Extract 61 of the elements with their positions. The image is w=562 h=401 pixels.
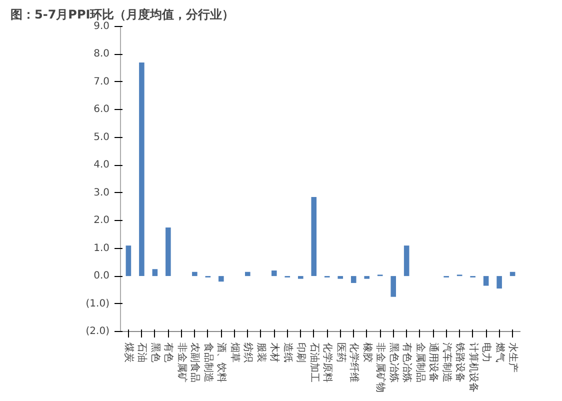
x-tick-label: 燃气	[494, 342, 506, 362]
bar	[496, 276, 502, 289]
bar	[245, 272, 250, 276]
x-tick-label: 化学纤维	[348, 342, 360, 382]
y-tick-label: 5.0	[94, 132, 110, 143]
x-tick-label: 木材	[268, 342, 281, 362]
x-tick-label: 计算机设备	[467, 342, 480, 392]
x-tick-label: 铁路设备	[454, 342, 466, 382]
x-tick-label: 电力	[480, 342, 493, 362]
x-tick-label: 石油	[136, 342, 148, 362]
bar	[311, 197, 317, 276]
y-tick-label: 0.0	[94, 270, 110, 282]
bar	[152, 269, 158, 276]
bar	[126, 246, 132, 276]
bar	[298, 276, 304, 279]
x-tick-label: 黑色	[149, 342, 162, 362]
bar	[350, 276, 356, 283]
x-tick-label: 农副食品	[189, 342, 202, 382]
y-tick-label: 9.0	[94, 21, 110, 32]
y-tick-label: 8.0	[94, 48, 110, 60]
y-tick-label: 1.0	[94, 242, 110, 254]
bar	[510, 272, 516, 276]
y-tick-label: 3.0	[94, 187, 110, 198]
x-tick-label: 黑色冶炼	[388, 342, 400, 382]
bar	[139, 62, 144, 276]
x-tick-label: 通用设备	[428, 342, 440, 382]
x-tick-label: 水生产	[507, 342, 520, 372]
bar	[218, 276, 224, 282]
y-tick-label: (2.0)	[86, 326, 110, 337]
y-tick-label: 6.0	[94, 104, 110, 116]
x-tick-label: 印刷	[295, 342, 308, 362]
bar	[271, 270, 277, 276]
x-tick-label: 造纸	[282, 342, 294, 362]
x-tick-label: 酒、饮料	[216, 342, 228, 382]
x-tick-label: 纺织	[242, 342, 254, 362]
x-tick-label: 非金属矿	[176, 342, 188, 382]
bar	[404, 246, 410, 276]
x-tick-label: 有色	[162, 342, 175, 362]
x-tick-label: 非金属矿物	[374, 342, 387, 392]
x-tick-label: 金属制品	[414, 342, 426, 382]
x-tick-label: 煤炭	[122, 342, 135, 362]
chart-title: 图：5-7月PPI环比（月度均值，分行业）	[10, 8, 234, 22]
bar	[166, 228, 171, 276]
x-tick-label: 石油加工	[308, 342, 320, 382]
y-tick-label: 4.0	[94, 160, 110, 171]
bar	[390, 276, 396, 297]
x-tick-label: 汽车制造	[440, 342, 453, 382]
y-tick-label: 2.0	[94, 215, 110, 226]
x-tick-label: 医药	[334, 342, 347, 362]
x-tick-label: 烟草	[228, 342, 241, 362]
bar	[364, 276, 370, 279]
y-tick-label: (1.0)	[86, 298, 110, 310]
bar	[483, 276, 489, 286]
bar	[338, 276, 344, 279]
x-tick-label: 食品制造	[202, 342, 214, 382]
x-tick-label: 橡胶	[361, 342, 374, 362]
x-tick-label: 服装	[255, 342, 268, 362]
y-tick-label: 7.0	[94, 76, 110, 88]
x-tick-label: 化学原料	[322, 342, 334, 382]
bar	[192, 272, 198, 276]
x-tick-label: 有色冶炼	[401, 342, 414, 382]
